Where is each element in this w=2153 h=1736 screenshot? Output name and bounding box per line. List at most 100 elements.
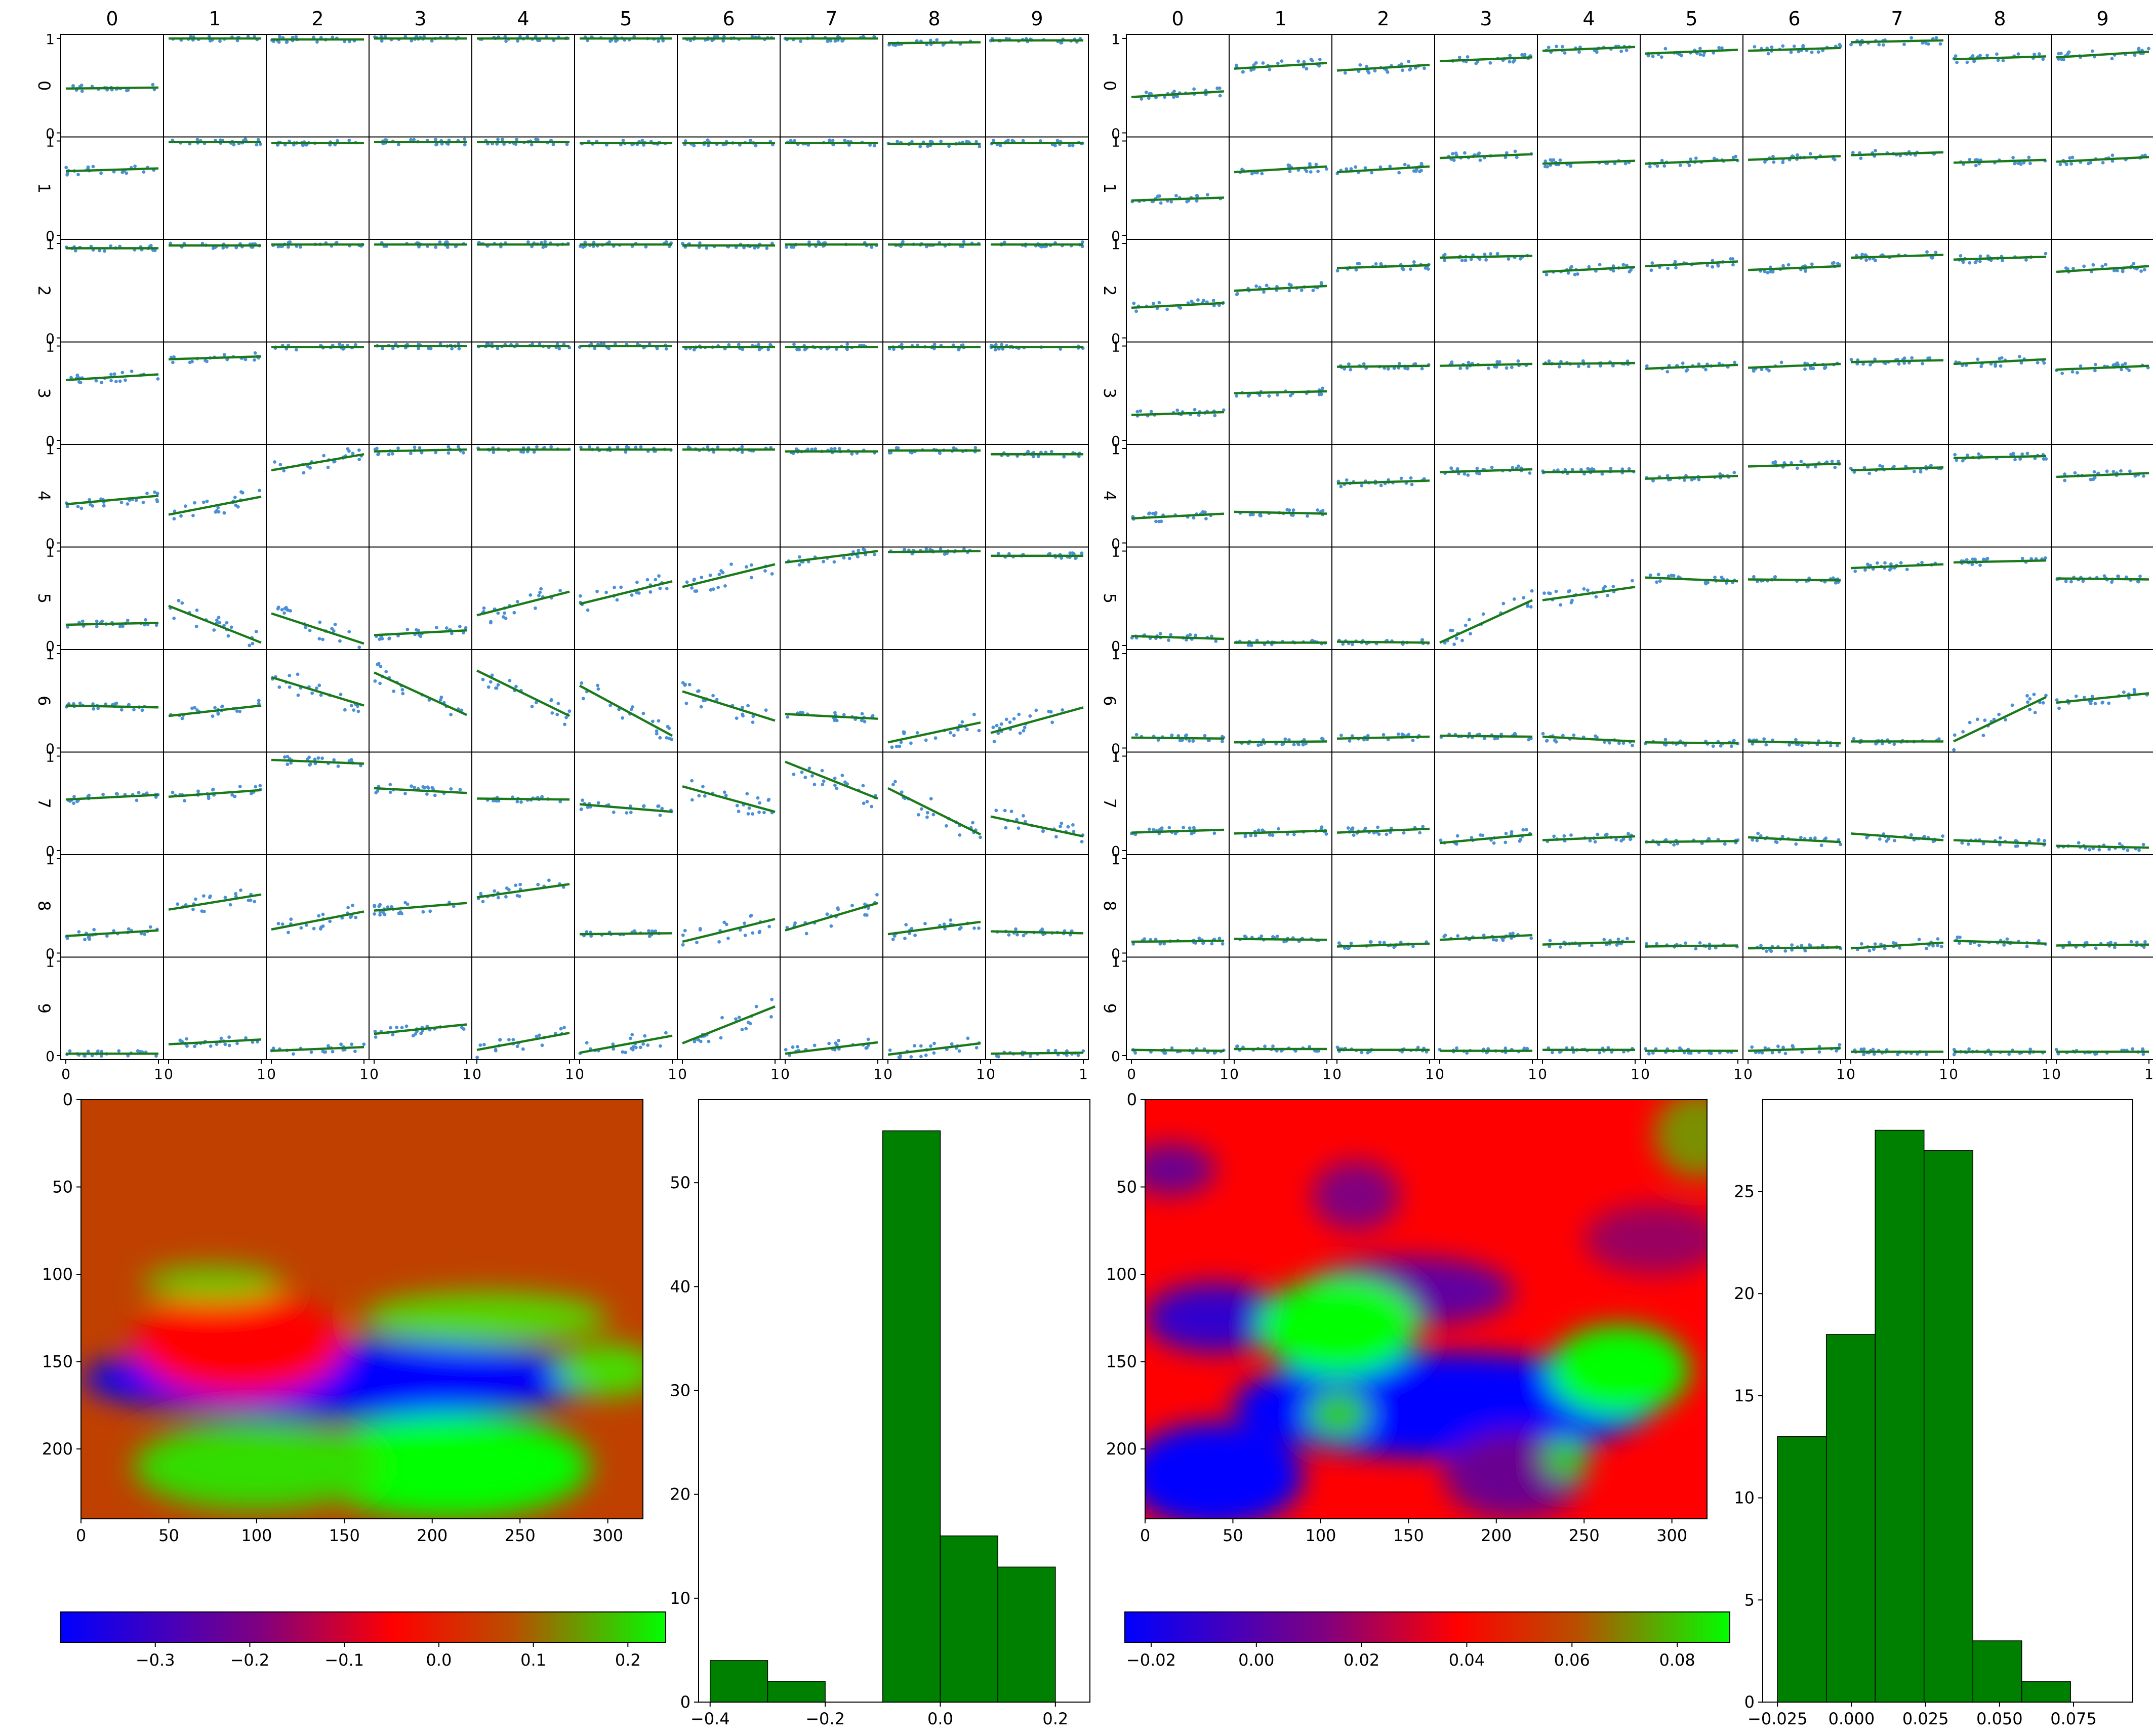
scatter-point: [1569, 833, 1573, 837]
scatter-point: [1883, 947, 1887, 951]
scatter-point: [373, 905, 376, 908]
scatter-point: [1953, 453, 1957, 457]
x-tick-label: 0: [164, 1066, 173, 1082]
scatter-point: [748, 806, 751, 810]
scatter-point: [700, 576, 703, 579]
trend-line: [374, 788, 467, 793]
scatter-point: [1067, 825, 1070, 829]
scatter-point: [2062, 58, 2065, 61]
scatter-point: [1019, 732, 1022, 735]
scatter-point: [389, 1026, 392, 1030]
scatter-point: [1961, 730, 1965, 734]
scatter-point: [319, 694, 323, 697]
scatter-point: [155, 500, 159, 503]
scatter-point: [1337, 941, 1341, 945]
scatter-point: [2028, 697, 2032, 701]
cell-frame: [1126, 957, 1229, 1060]
scatter-point: [254, 785, 257, 789]
grid-cell: [1537, 445, 1640, 547]
scatter-point: [257, 699, 261, 702]
cell-frame: [472, 137, 575, 240]
scatter-point: [1482, 613, 1485, 616]
scatter-point: [2064, 266, 2068, 270]
scatter-point: [1451, 629, 1454, 632]
trend-line: [682, 692, 775, 721]
scatter-point: [1505, 366, 1509, 370]
scatter-point: [1979, 255, 1982, 258]
x-tick-label: 1: [976, 1066, 985, 1082]
scatter-point: [1666, 267, 1670, 270]
scatter-point: [1979, 365, 1983, 369]
cell-frame: [780, 445, 883, 547]
scatter-point: [1188, 739, 1191, 743]
column-label: 8: [928, 8, 940, 30]
scatter-point: [327, 466, 330, 469]
x-tick-label: 1: [873, 1066, 882, 1082]
scatter-point: [215, 509, 219, 512]
scatter-point: [403, 792, 407, 795]
scatter-point: [312, 927, 316, 931]
scatter-point: [2082, 580, 2085, 583]
scatter-point: [2089, 478, 2093, 481]
y-tick-label: 1: [1111, 339, 1120, 355]
scatter-point: [1967, 842, 1970, 846]
scatter-point: [758, 931, 761, 935]
cell-frame: [1229, 752, 1332, 855]
scatter-point: [690, 798, 694, 802]
scatter-point: [695, 941, 699, 944]
scatter-point: [797, 348, 801, 351]
scatter-point: [307, 756, 311, 759]
scatter-point: [1876, 561, 1879, 565]
scatter-point: [813, 783, 817, 786]
scatter-point: [2121, 270, 2125, 273]
cell-frame: [1332, 34, 1435, 137]
scatter-point: [1410, 483, 1414, 487]
trend-line: [477, 798, 570, 799]
scatter-point: [1455, 636, 1458, 640]
scatter-point: [1305, 67, 1309, 70]
cell-frame: [2051, 342, 2153, 445]
scatter-point: [657, 719, 661, 723]
grid-cell: [266, 137, 369, 240]
trend-line: [2056, 579, 2149, 580]
scatter-point: [1986, 254, 1990, 258]
trend-line: [1234, 167, 1327, 172]
cell-frame: [1332, 752, 1435, 855]
scatter-point: [1028, 714, 1032, 718]
scatter-point: [1385, 68, 1389, 72]
scatter-point: [706, 138, 710, 142]
x-tick-label: 0: [883, 1066, 892, 1082]
scatter-point: [1717, 264, 1720, 268]
scatter-point: [1972, 59, 1976, 63]
scatter-point: [1508, 60, 1512, 64]
scatter-point: [1959, 254, 1963, 258]
scatter-point: [1421, 825, 1425, 828]
scatter-point: [516, 600, 519, 603]
scatter-point: [1545, 739, 1549, 743]
scatter-point: [1790, 51, 1793, 54]
scatter-point: [867, 1038, 870, 1041]
scatter-point: [1919, 470, 1923, 474]
scatter-point: [516, 894, 519, 898]
y-tick-label: 1: [46, 646, 55, 663]
trend-line: [682, 564, 775, 587]
scatter-point: [1254, 285, 1258, 288]
scatter-point: [1851, 151, 1855, 154]
scatter-point: [1463, 472, 1467, 476]
cell-frame: [1435, 342, 1537, 445]
scatter-point: [193, 1044, 196, 1048]
grid-cell: 01: [1111, 339, 1229, 450]
scatter-point: [286, 762, 289, 766]
scatter-point: [559, 1027, 563, 1031]
scatter-point: [1260, 743, 1263, 746]
scatter-point: [1382, 733, 1386, 737]
cell-frame: [369, 137, 472, 240]
grid-cell: [1846, 650, 1948, 752]
row-label: 4: [34, 491, 54, 501]
scatter-point: [711, 694, 715, 698]
scatter-point: [1953, 734, 1957, 737]
scatter-point: [1068, 144, 1071, 147]
grid-cell: [883, 445, 986, 547]
scatter-point: [707, 1040, 711, 1043]
